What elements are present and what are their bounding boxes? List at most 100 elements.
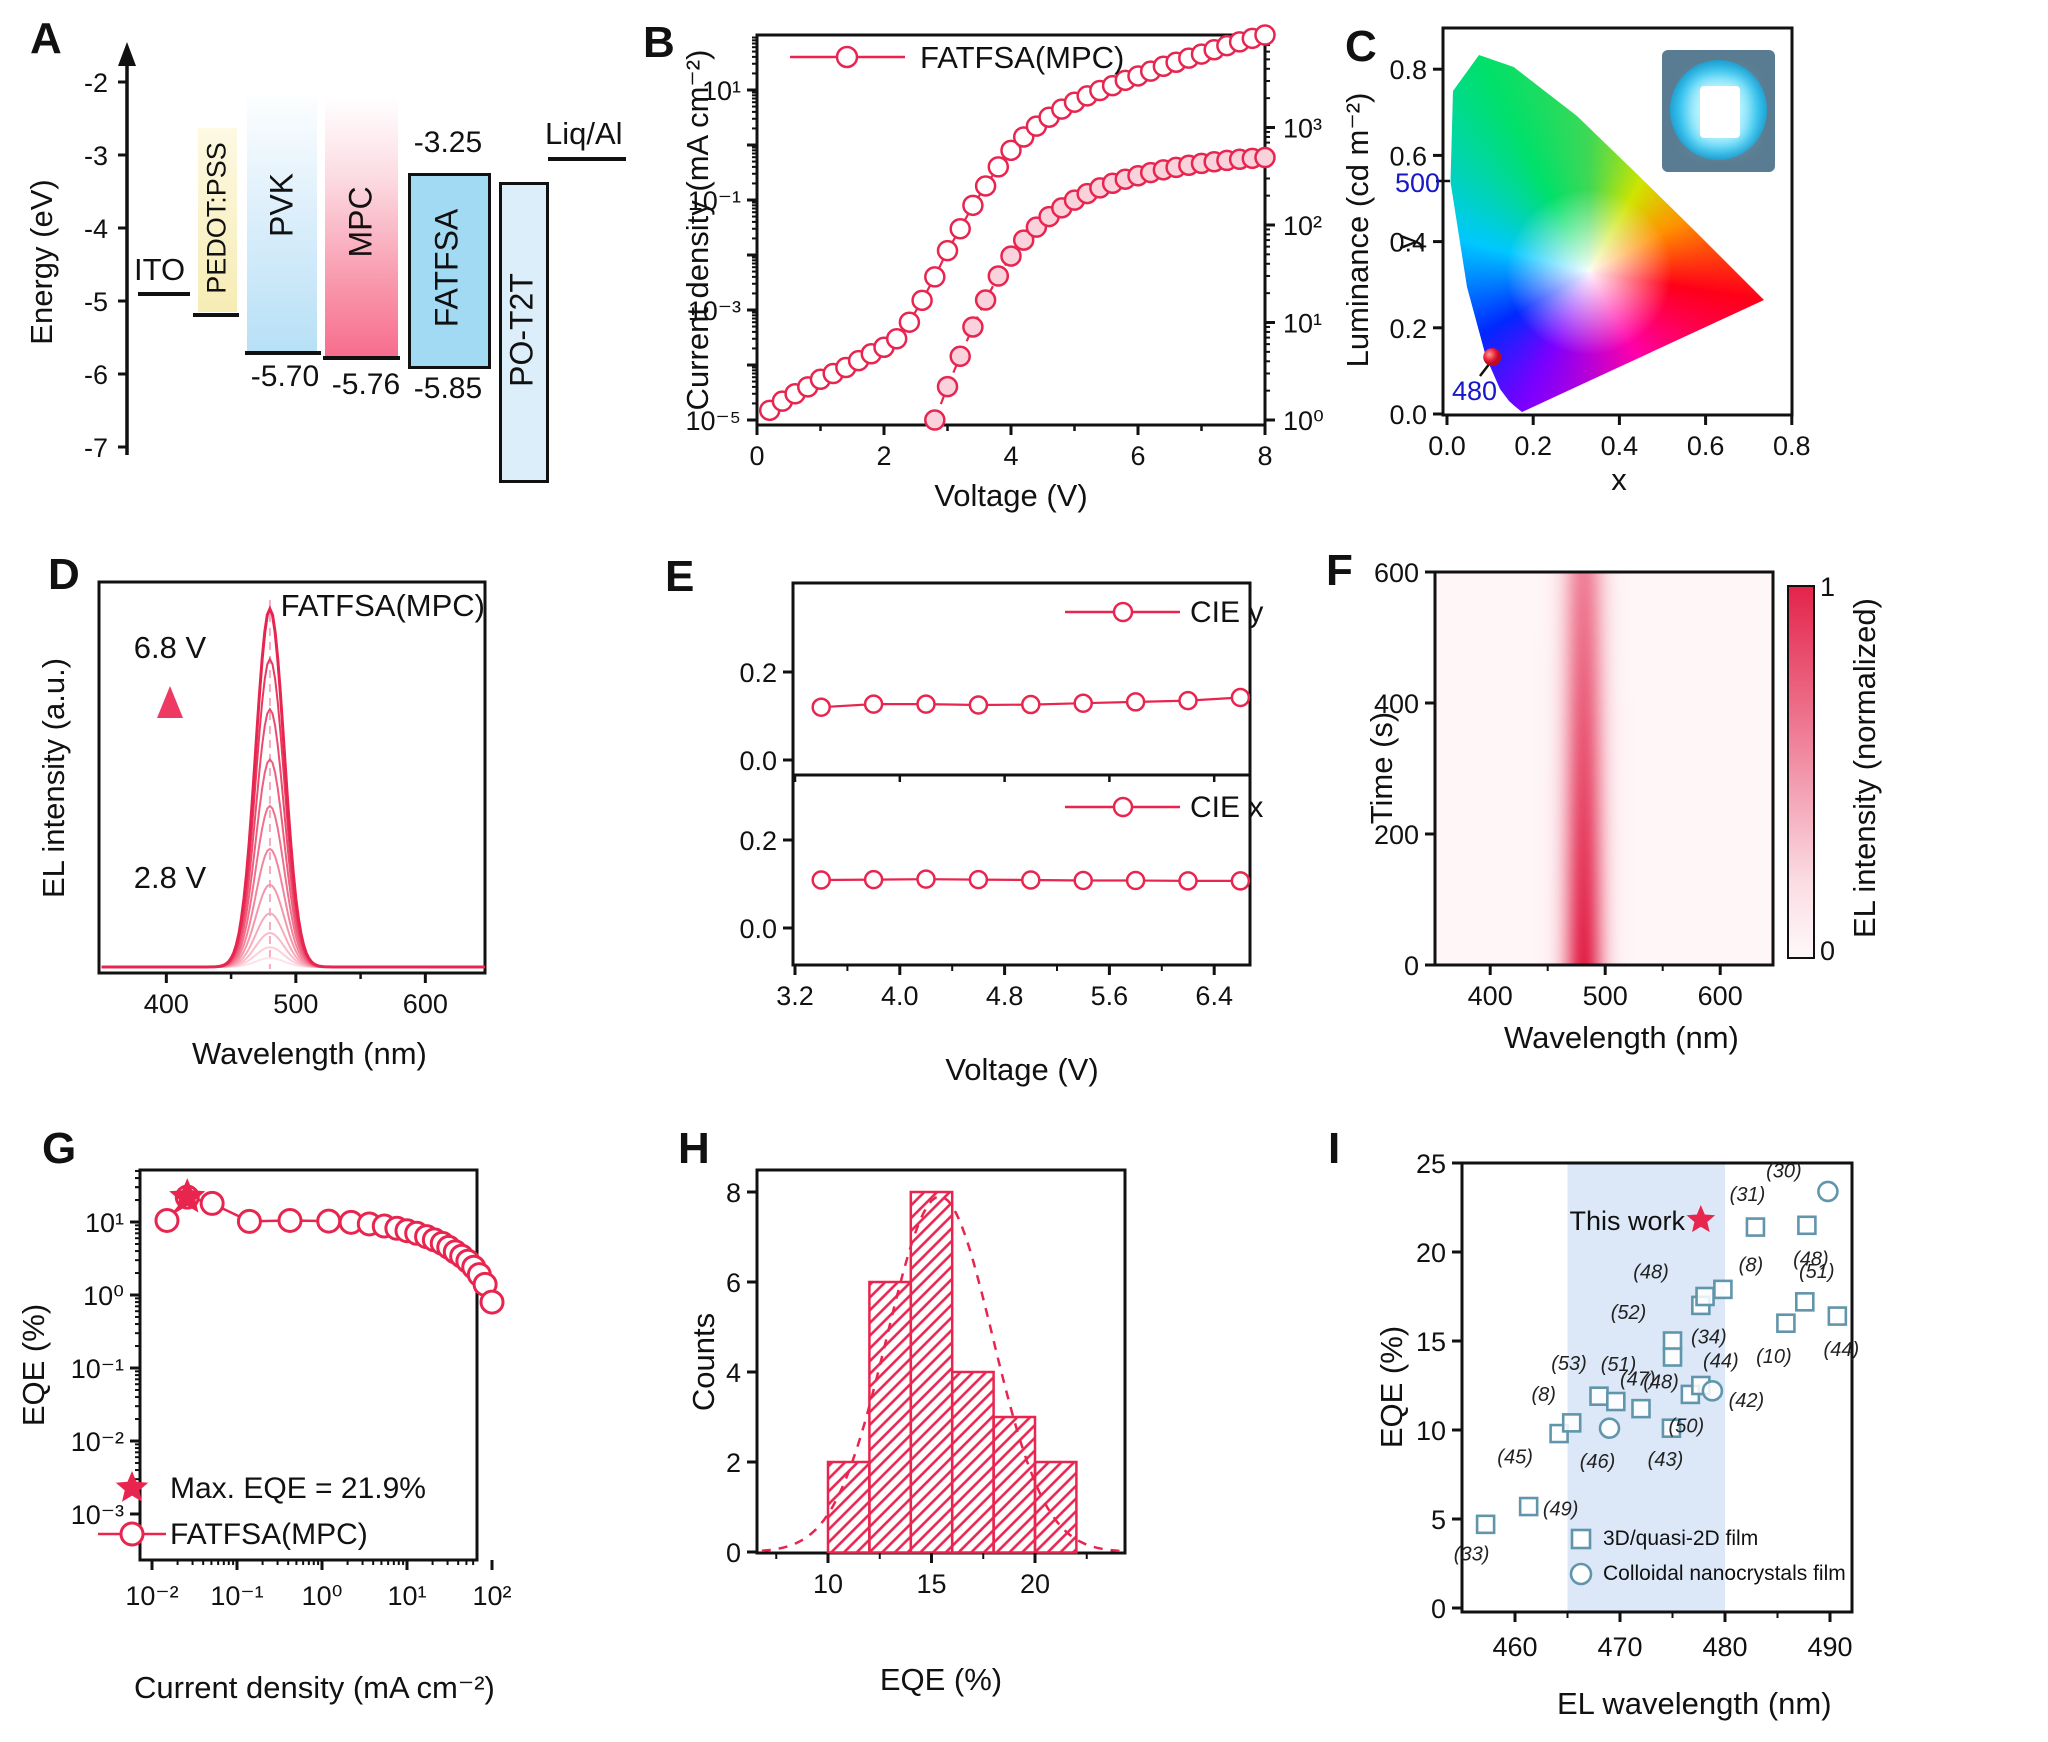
spectra-title: FATFSA(MPC) [280,588,485,623]
film-legend-label: 3D/quasi-2D film [1603,1527,1759,1550]
panel-h-eqe-histogram: 10 15 20 0 2 4 6 8 Counts EQE (%) [680,1150,1210,1742]
jvl-plot: 0 2 4 6 8 10⁻⁵ 10⁻³ 10⁻¹ 10¹ 10⁰ 10¹ 10² 10³ [686,24,1324,471]
svg-text:490: 490 [1807,1632,1852,1662]
pedot-pss-label: PEDOT:PSS [201,142,232,294]
svg-text:(10): (10) [1756,1346,1792,1368]
svg-text:-3: -3 [84,141,108,171]
svg-text:10¹: 10¹ [702,76,741,106]
svg-text:10⁻¹: 10⁻¹ [71,1354,124,1384]
svg-text:(47): (47) [1620,1369,1656,1391]
colorbar-tick-min: 0 [1820,936,1836,966]
svg-text:(51): (51) [1601,1354,1637,1376]
svg-text:400: 400 [144,989,189,1019]
mpc-bar [325,97,398,356]
el-spectra-plot: 400 500 600 [97,580,487,1019]
panel-d-el-spectra: 400 500 600 FATFSA(MPC) 6.8 V 2.8 V EL int… [36,560,620,1100]
svg-text:(51): (51) [1799,1261,1835,1283]
svg-text:4.0: 4.0 [881,981,919,1011]
svg-text:(42): (42) [1729,1390,1765,1412]
svg-text:400: 400 [1374,689,1419,719]
pvk-label: PVK [263,172,300,238]
wavelength-axis-label-f: Wavelength (nm) [1504,1020,1739,1055]
svg-text:400: 400 [1468,981,1513,1011]
svg-text:10⁻³: 10⁻³ [71,1500,124,1530]
svg-text:25: 25 [1416,1149,1446,1179]
svg-text:500: 500 [273,989,318,1019]
svg-text:0.2: 0.2 [739,826,777,856]
cie-x-axis-label: x [1611,462,1627,497]
svg-text:600: 600 [1698,981,1743,1011]
svg-text:15: 15 [1416,1327,1446,1357]
eqe-axis-label-i: EQE (%) [1374,1325,1409,1449]
nanocrystal-legend-label: Colloidal nanocrystals film [1603,1562,1846,1585]
svg-text:(48): (48) [1633,1262,1669,1284]
cie-y-legend-label: CIE y [1190,596,1264,629]
jvl-legend-label: FATFSA(MPC) [920,40,1125,75]
panel-letter-b: B [643,18,675,67]
svg-text:10⁻²: 10⁻² [71,1427,124,1457]
panel-letter-d: D [48,550,80,599]
el-wavelength-axis-label: EL wavelength (nm) [1557,1686,1832,1721]
device-legend-label: FATFSA(MPC) [170,1518,368,1551]
svg-text:500: 500 [1583,981,1628,1011]
svg-text:(53): (53) [1551,1353,1587,1375]
svg-text:0.2: 0.2 [1514,431,1552,461]
cie-stability-plot: 3.2 4.0 4.8 5.6 6.4 0.2 0.0 0.2 0.0 [739,581,1252,1011]
panel-g-eqe-plot: 10⁻² 10⁻¹ 10⁰ 10¹ 10² 10¹ 10⁰ 10⁻¹ 10⁻² 10⁻³ EQE … [16,1150,600,1742]
svg-text:(30): (30) [1766,1160,1802,1182]
svg-text:10⁰: 10⁰ [83,1281,124,1311]
svg-text:0.6: 0.6 [1389,141,1427,171]
svg-text:15: 15 [916,1569,946,1599]
panel-c-cie-diagram: 0.0 0.2 0.4 0.6 0.8 0.0 0.2 0.4 0.6 0.8 500 480 y… [1388,10,2048,530]
liq-al-level-line [548,157,626,161]
svg-text:0.6: 0.6 [1687,431,1725,461]
svg-text:460: 460 [1492,1632,1537,1662]
voltage-axis-label-e: Voltage (V) [945,1052,1099,1087]
svg-text:20: 20 [1020,1569,1050,1599]
svg-text:-4: -4 [84,214,108,244]
svg-text:(44): (44) [1703,1351,1739,1373]
svg-text:(8): (8) [1739,1254,1763,1276]
svg-text:(33): (33) [1454,1543,1490,1565]
svg-text:4: 4 [726,1358,741,1388]
eqe-axis-label-g: EQE (%) [16,1303,51,1427]
this-work-label: This work [1569,1206,1685,1236]
panel-letter-g: G [42,1124,77,1173]
el-heatmap-canvas [1435,572,1773,965]
fatfsa-box [408,173,491,369]
svg-text:(44): (44) [1824,1339,1860,1361]
pvk-homo-value: -5.70 [250,360,320,393]
eqe-histogram-plot: 10 15 20 0 2 4 6 8 [726,1168,1127,1599]
svg-text:5: 5 [1431,1505,1446,1535]
svg-text:-5: -5 [84,287,108,317]
liq-al-label: Liq/Al [545,116,623,151]
svg-text:(48): (48) [1643,1372,1679,1394]
fatfsa-label: FATFSA [428,208,465,328]
time-axis-label: Time (s) [1364,711,1399,825]
svg-text:(48): (48) [1793,1248,1829,1270]
voltage-max-annotation: 6.8 V [133,630,207,665]
wavelength-480-label: 480 [1452,376,1498,406]
svg-text:10¹: 10¹ [1283,309,1322,339]
energy-axis: -2 -3 -4 -5 -6 -7 [84,42,136,463]
cie-axes: 0.0 0.2 0.4 0.6 0.8 0.0 0.2 0.4 0.6 0.8 [1389,26,1811,461]
svg-text:(46): (46) [1580,1451,1616,1473]
svg-text:0.0: 0.0 [739,914,777,944]
svg-text:(8): (8) [1531,1384,1555,1406]
svg-text:10⁻⁵: 10⁻⁵ [686,406,741,436]
svg-text:600: 600 [1374,558,1419,588]
svg-text:(34): (34) [1691,1326,1727,1348]
svg-text:4.8: 4.8 [986,981,1024,1011]
mpc-homo-value: -5.76 [331,368,401,401]
wavelength-500-label: 500 [1394,168,1440,198]
svg-text:10: 10 [813,1569,843,1599]
svg-text:0.2: 0.2 [739,658,777,688]
panel-i-benchmark-scatter: 460 470 480 490 0 5 10 15 20 25 (33) (49) (45) (8) (53… [1360,1149,2048,1742]
counts-axis-label: Counts [686,1312,721,1412]
pedot-pss-level-line [193,313,239,317]
colorbar-label: EL intensity (normalized) [1847,598,1882,938]
luminance-axis-label: Luminance (cd m⁻²) [1340,92,1375,368]
svg-text:200: 200 [1374,820,1419,850]
svg-text:10⁻¹: 10⁻¹ [688,186,741,216]
